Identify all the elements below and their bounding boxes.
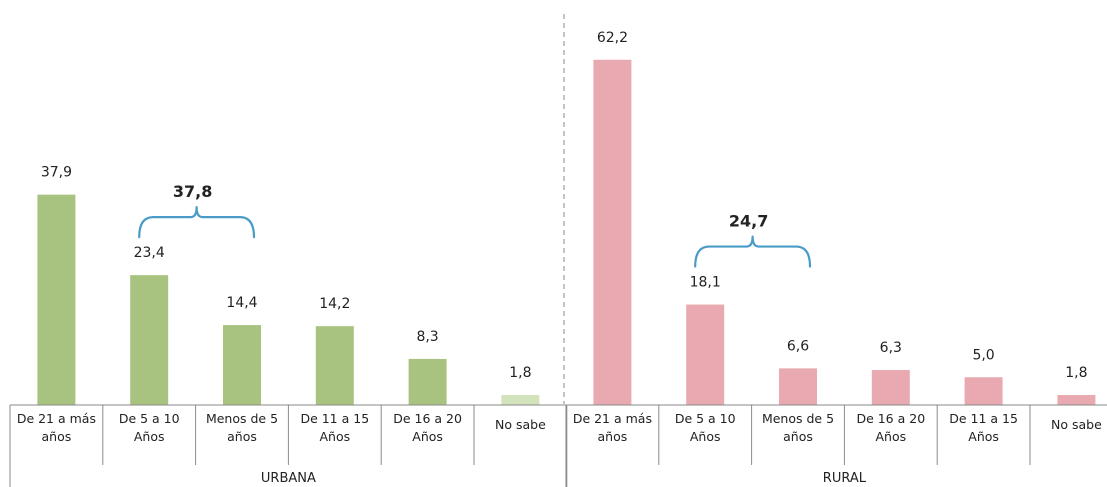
bars-layer [37,59,1096,405]
category-label: De 16 a 20 [856,411,925,426]
category-label: Años [319,429,350,444]
category-label: Menos de 5 [206,411,278,426]
category-label: Años [690,429,721,444]
bar-urbana-4 [408,358,447,405]
value-label: 6,3 [880,340,902,356]
value-label: 18,1 [690,275,721,291]
bar-rural-2 [779,368,817,405]
category-label: De 16 a 20 [393,411,462,426]
bracket-urbana [138,206,256,239]
bracket-label: 24,7 [729,212,768,231]
category-label: Años [875,429,906,444]
category-label: De 5 a 10 [119,411,180,426]
value-label: 6,6 [787,338,809,354]
group-label-rural: RURAL [823,471,867,486]
category-label: Años [412,429,443,444]
category-label: No sabe [495,417,546,432]
bar-rural-5 [1057,395,1096,405]
bar-rural-1 [686,304,725,405]
bar-urbana-5 [501,395,540,405]
value-label: 1,8 [1065,365,1087,381]
value-label: 1,8 [509,365,531,381]
category-label: años [227,429,257,444]
category-label: años [783,429,813,444]
bar-rural-3 [871,370,910,405]
category-label: De 5 a 10 [675,411,736,426]
bar-urbana-2 [223,325,261,405]
bar-urbana-1 [130,275,169,405]
bracket-label: 37,8 [173,182,212,201]
category-label: No sabe [1051,417,1102,432]
category-label: De 11 a 15 [949,411,1018,426]
labels-layer: 37,9 De 21 a más años 23,4 De 5 a 10 Años 14,4… [17,30,1102,486]
category-label: Años [134,429,165,444]
category-label: años [598,429,628,444]
bar-urbana-3 [315,326,354,405]
category-label: De 21 a más [17,411,96,426]
bar-rural-4 [964,377,1003,405]
value-label: 14,2 [319,296,350,312]
bracket-rural [694,235,812,268]
category-label: Años [968,429,999,444]
value-label: 37,9 [41,165,72,181]
category-axis [9,404,1107,487]
value-label: 8,3 [416,329,438,345]
bar-rural-0 [593,59,632,405]
value-label: 23,4 [134,245,165,261]
bar-urbana-0 [37,194,76,405]
category-label: De 21 a más [573,411,652,426]
value-label: 5,0 [972,347,994,363]
value-label: 62,2 [597,30,628,46]
category-label: Menos de 5 [762,411,834,426]
category-label: De 11 a 15 [300,411,369,426]
value-label: 14,4 [226,295,257,311]
group-label-urbana: URBANA [261,471,316,486]
category-label: años [42,429,72,444]
